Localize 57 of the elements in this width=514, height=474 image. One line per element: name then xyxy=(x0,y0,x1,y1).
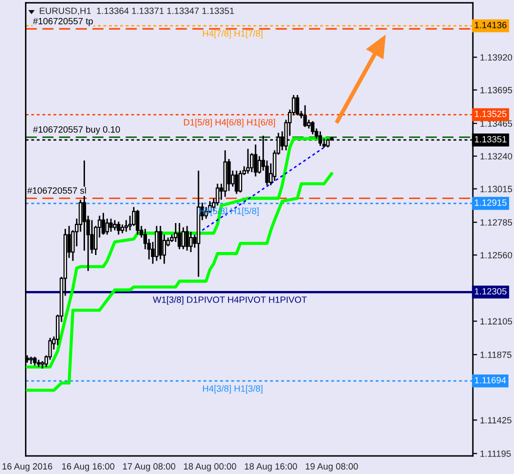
candlestick xyxy=(185,225,189,252)
candlestick xyxy=(158,225,162,260)
annotation: #106720557 tp xyxy=(32,18,93,26)
annotation: #106720557 sl xyxy=(27,187,86,194)
candlestick xyxy=(116,220,120,236)
y-tick-label: 1.13695 xyxy=(480,86,512,94)
candlestick xyxy=(254,144,258,178)
ref-line-label: 1.12305 xyxy=(474,288,506,295)
candlestick xyxy=(124,219,128,232)
y-tick-label: 1.12105 xyxy=(480,318,512,325)
annotation: H4[7/8] H1[7/8] xyxy=(203,30,262,38)
candlestick xyxy=(250,152,254,173)
candlestick xyxy=(109,218,113,232)
line-series xyxy=(26,172,334,392)
y-tick-label: 1.12560 xyxy=(480,252,512,258)
candlestick xyxy=(238,170,242,194)
y-tick-label: 1.13920 xyxy=(480,54,512,61)
candlestick xyxy=(174,222,178,243)
ref-line-label: 1.13525 xyxy=(474,110,506,118)
candlestick xyxy=(189,231,193,253)
y-tick-label: 1.13015 xyxy=(480,186,512,192)
line-series xyxy=(26,137,334,369)
x-tick-label: 17 Aug 08:00 xyxy=(123,463,176,472)
ref-line-label: 1.13351 xyxy=(474,136,506,142)
candlestick xyxy=(162,234,166,264)
candlestick xyxy=(105,218,109,236)
candlestick xyxy=(310,120,314,136)
candlestick xyxy=(234,170,238,195)
annotation: H4[5/8] H1[5/8] xyxy=(199,208,259,216)
candlestick xyxy=(178,222,182,250)
candlestick xyxy=(181,226,186,250)
y-tick-label: 1.12785 xyxy=(480,219,512,226)
y-tick-label: 1.11195 xyxy=(480,450,511,457)
annotation: #106720557 buy 0.10 xyxy=(32,126,120,134)
candlestick xyxy=(132,206,136,227)
candlestick xyxy=(136,209,140,236)
candlestick xyxy=(296,94,300,116)
candlestick xyxy=(102,212,106,236)
x-tick-label: 18 Aug 16:00 xyxy=(244,463,298,472)
x-tick-label: 19 Aug 08:00 xyxy=(306,463,358,472)
ref-line-label: 1.11694 xyxy=(474,376,506,384)
ref-line-label: 1.14136 xyxy=(474,22,506,28)
y-tick-label: 1.13240 xyxy=(480,153,512,160)
chart-title: EURUSD,H1 1.13364 1.13371 1.13347 1.13351 xyxy=(40,8,234,16)
x-tick-label: 18 Aug 00:00 xyxy=(184,463,236,472)
candlestick xyxy=(246,148,250,174)
annotation: W1[3/8] D1PIVOT H4PIVOT H1PIVOT xyxy=(152,296,307,305)
annotation: D1[5/8] H4[6/8] H1[6/8] xyxy=(184,118,275,128)
x-tick-label: 16 Aug 2016 xyxy=(2,463,52,472)
ref-line-label: 1.12915 xyxy=(474,199,506,206)
y-tick-label: 1.11875 xyxy=(480,352,512,358)
annotation: H4[3/8] H1[3/8] xyxy=(203,385,262,394)
candlestick xyxy=(303,104,307,128)
candlestick xyxy=(112,219,117,231)
y-tick-label: 1.11425 xyxy=(480,417,512,424)
candlestick xyxy=(227,158,231,192)
x-tick-label: 16 Aug 16:00 xyxy=(62,463,114,472)
